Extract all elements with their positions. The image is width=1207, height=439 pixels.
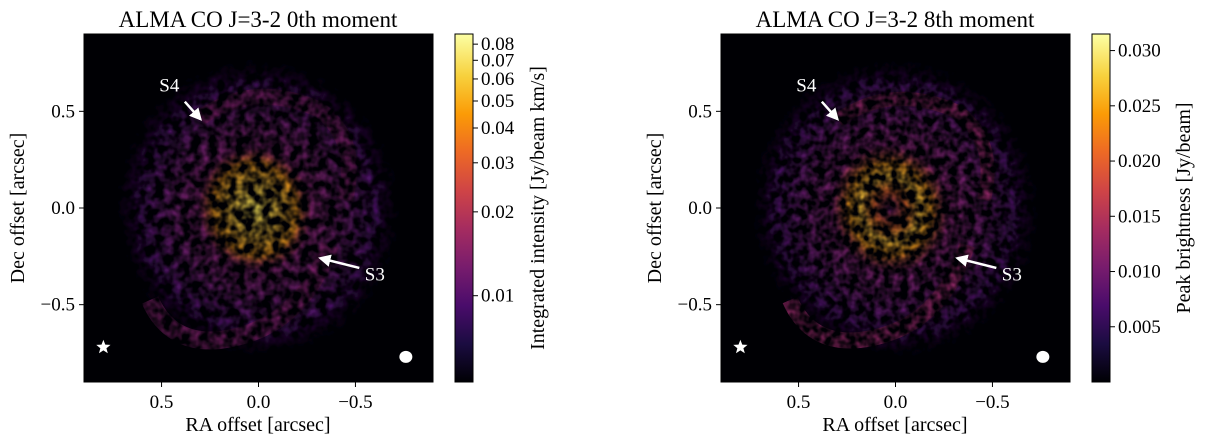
beam-ellipse-icon (1036, 350, 1050, 363)
panel-title: ALMA CO J=3-2 0th moment (119, 7, 398, 32)
colorbar-tick-label: 0.02 (481, 202, 514, 223)
colorbar-tick-label: 0.04 (481, 118, 515, 139)
y-tick-label: −0.5 (41, 295, 75, 316)
colorbar-tick-label: 0.005 (1118, 317, 1161, 338)
annotation-label: S4 (159, 75, 180, 96)
y-ticks: 0.5 0.0 −0.5 (41, 101, 84, 316)
colorbar-tick-label: 0.015 (1118, 206, 1161, 227)
x-tick-label: 0.0 (884, 392, 908, 413)
colorbar: 0.030 0.025 0.020 0.015 0.010 0.005 Peak brig… (1091, 33, 1195, 383)
colorbar-tick-label: 0.08 (481, 34, 514, 55)
image-area (720, 33, 1071, 383)
colorbar-gradient (1091, 33, 1111, 383)
annotation-arrow (955, 254, 997, 270)
annotation-arrow (318, 254, 360, 270)
annotations: S4 S3 (96, 75, 413, 363)
x-tick-label: −0.5 (338, 392, 372, 413)
emission-map (109, 53, 407, 363)
colorbar-tick-label: 0.010 (1118, 262, 1161, 283)
spiral-arm-s4 (195, 88, 358, 202)
y-axis-label: Dec offset [arcsec] (7, 133, 29, 284)
y-tick-label: 0.0 (688, 198, 712, 219)
spiral-arm-s4 (834, 91, 995, 202)
panel-right: ALMA CO J=3-2 8th moment 0.5 0.0 −0.5 0.50… (644, 7, 1195, 436)
spiral-arm-s3 (141, 241, 339, 350)
inner-core (831, 145, 949, 273)
x-tick-label: −0.5 (975, 392, 1009, 413)
x-tick-label: 0.0 (247, 392, 271, 413)
star-marker-icon (96, 339, 111, 354)
inner-core (198, 147, 312, 271)
annotation-arrow (820, 100, 839, 121)
y-tick-label: −0.5 (678, 295, 712, 316)
annotation-label: S3 (365, 265, 385, 286)
annotation-arrow (183, 100, 202, 121)
emission-map (744, 52, 1046, 364)
colorbar-tick-label: 0.03 (481, 153, 514, 174)
colorbar-ticks: 0.030 0.025 0.020 0.015 0.010 0.005 (1110, 41, 1161, 338)
image-area (83, 33, 434, 383)
colorbar-label: Peak brightness [Jy/beam] (1173, 102, 1195, 313)
colorbar-tick-label: 0.030 (1118, 41, 1161, 62)
annotation-label: S3 (1002, 265, 1022, 286)
colorbar-tick-label: 0.07 (481, 50, 514, 71)
panel-left: ALMA CO J=3-2 0th moment 0.5 0.0 −0.5 0.50… (7, 7, 549, 436)
y-tick-label: 0.5 (688, 101, 712, 122)
star-marker-icon (733, 339, 748, 354)
colorbar-label: Integrated intensity [Jy/beam km/s] (527, 66, 549, 350)
colorbar-tick-label: 0.06 (481, 69, 514, 90)
annotations: S4 S3 (733, 75, 1050, 363)
colorbar-tick-label: 0.025 (1118, 96, 1161, 117)
x-tick-label: 0.5 (787, 392, 811, 413)
x-tick-label: 0.5 (150, 392, 174, 413)
x-ticks: 0.5 0.0 −0.5 (787, 382, 1010, 413)
x-axis-label: RA offset [arcsec] (185, 414, 330, 436)
spiral-arm-s3 (782, 242, 975, 349)
x-ticks: 0.5 0.0 −0.5 (150, 382, 373, 413)
y-ticks: 0.5 0.0 −0.5 (678, 101, 721, 316)
panel-title: ALMA CO J=3-2 8th moment (756, 7, 1035, 32)
y-tick-label: 0.5 (51, 101, 75, 122)
beam-ellipse-icon (399, 350, 413, 363)
y-axis-label: Dec offset [arcsec] (644, 133, 666, 284)
colorbar-tick-label: 0.01 (481, 286, 514, 307)
colorbar-tick-label: 0.020 (1118, 151, 1161, 172)
colorbar: 0.080.070.060.05 0.04 0.03 0.02 0.01 Integra… (454, 33, 549, 383)
colorbar-ticks: 0.080.070.060.05 0.04 0.03 0.02 0.01 (473, 34, 515, 307)
y-tick-label: 0.0 (51, 198, 75, 219)
annotation-label: S4 (796, 75, 817, 96)
colorbar-gradient (454, 33, 474, 383)
x-axis-label: RA offset [arcsec] (822, 414, 967, 436)
colorbar-tick-label: 0.05 (481, 91, 514, 112)
